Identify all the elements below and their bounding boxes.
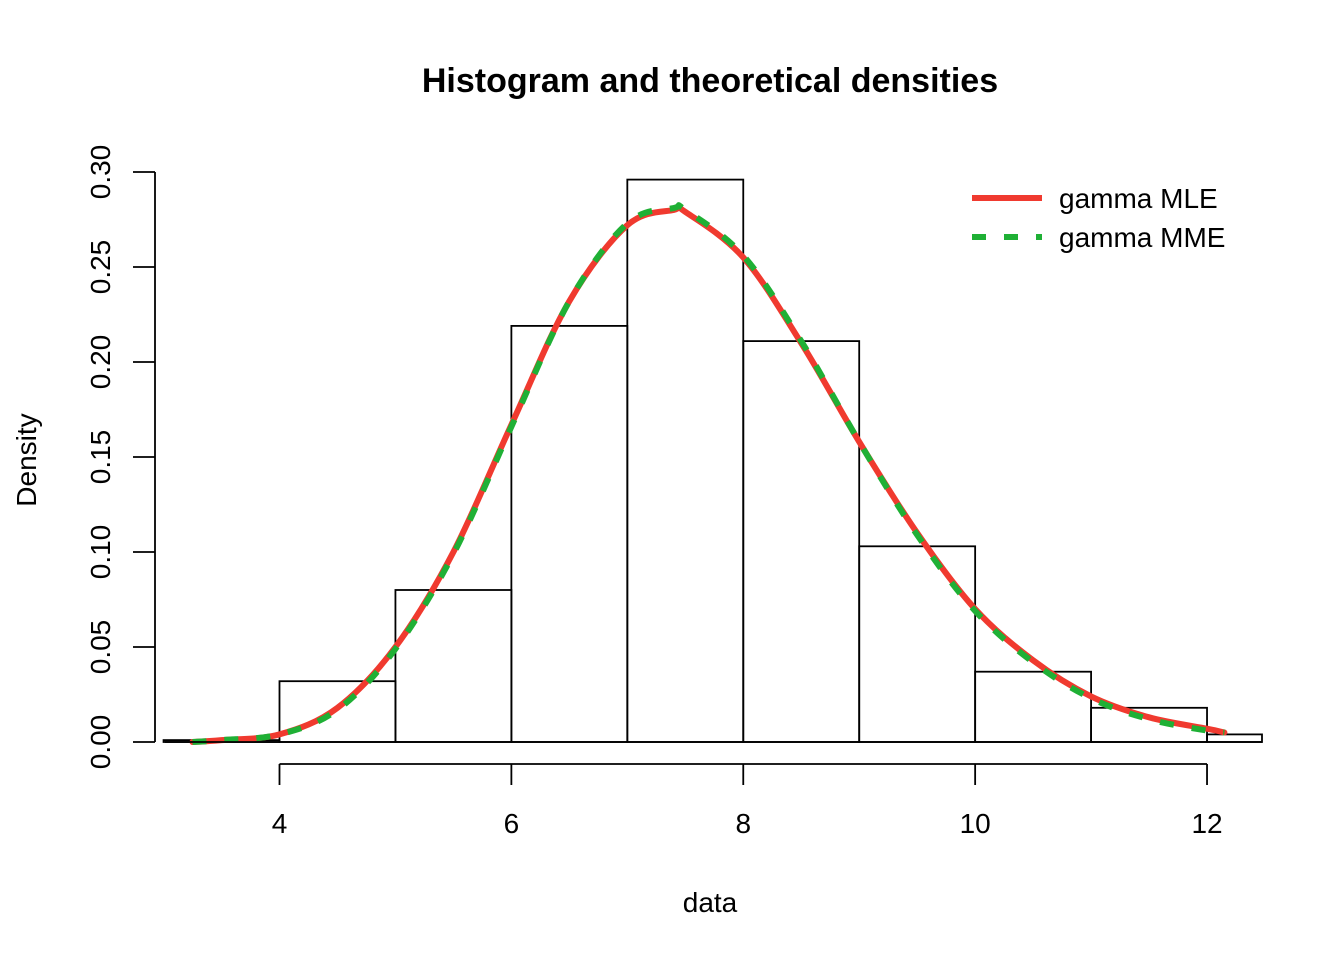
histogram-bar [858,545,977,743]
histogram-bar [1206,733,1263,743]
y-tick-label: 0.05 [85,620,116,675]
gamma-mle-curve [189,204,1228,745]
histogram-bar [626,178,745,743]
legend: gamma MLE gamma MME [972,183,1225,253]
x-tick-label: 6 [504,808,520,839]
y-tick-label: 0.30 [85,145,116,200]
y-tick-label: 0.00 [85,715,116,770]
y-tick-label: 0.20 [85,335,116,390]
y-tick-label: 0.15 [85,430,116,485]
histogram-bar [974,670,1092,743]
x-tick-label: 8 [735,808,751,839]
density-curves [189,202,1228,745]
histogram-bar [278,680,397,743]
histogram-bars [162,178,1263,743]
legend-label: gamma MLE [1059,183,1218,214]
histogram-bar [394,589,513,743]
legend-label: gamma MME [1059,222,1225,253]
histogram-bar [742,340,861,743]
x-tick-label: 12 [1191,808,1222,839]
axes: 0.00 0.05 0.10 0.15 0.20 0.25 0.30 4 6 8 10 12 [85,145,1262,839]
y-tick-label: 0.10 [85,525,116,580]
x-tick-label: 10 [960,808,991,839]
chart-title: Histogram and theoretical densities [422,62,998,100]
gamma-mme-curve [192,202,1225,745]
y-axis-label: Density [11,413,42,506]
x-axis-label: data [683,887,738,918]
y-tick-label: 0.25 [85,240,116,295]
x-tick-label: 4 [272,808,288,839]
